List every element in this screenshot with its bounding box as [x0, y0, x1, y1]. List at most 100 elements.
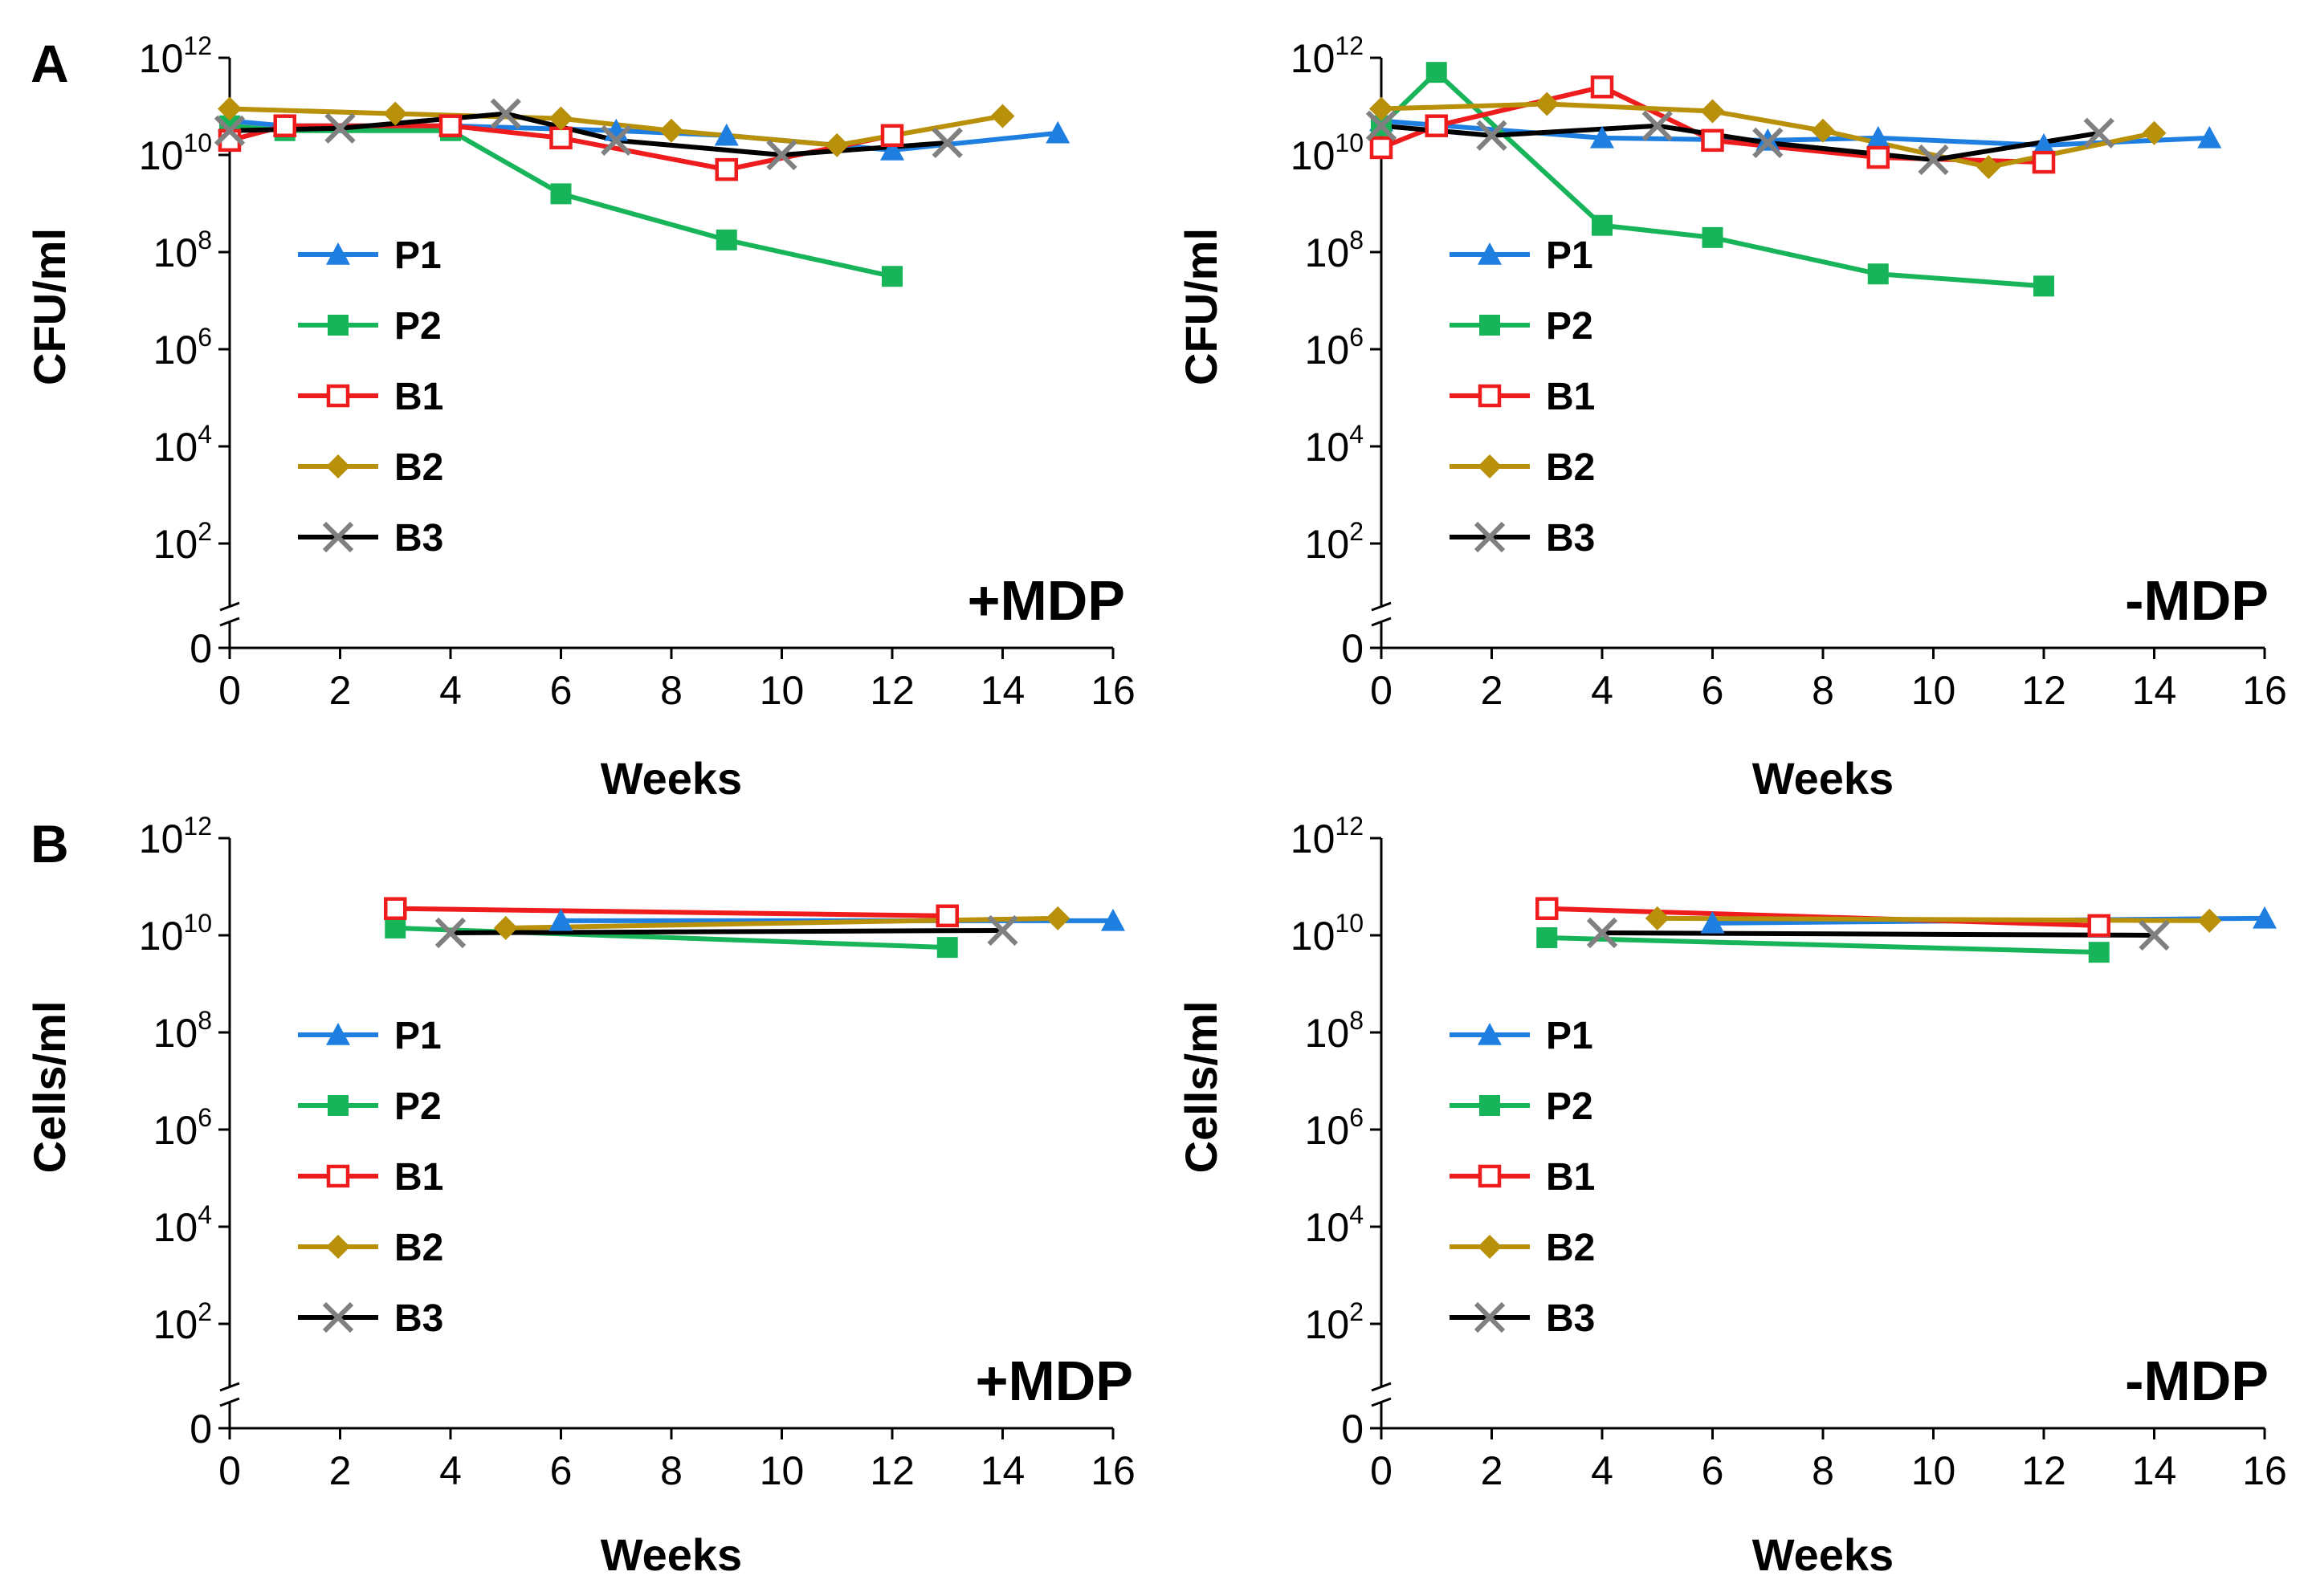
y-tick-label: 106 [1305, 323, 1364, 373]
y-axis-title: CFU/ml [1176, 228, 1226, 385]
condition-label: -MDP [2125, 569, 2269, 632]
y-tick-label: 1012 [1291, 812, 1364, 861]
data-point-p1 [1101, 908, 1125, 931]
legend-marker [326, 1164, 350, 1188]
series-line-b2 [1657, 915, 2210, 923]
legend: P1 P2 B1 B2 B3 [1450, 234, 1595, 560]
data-point-b3 [932, 127, 963, 158]
data-point-b1 [549, 126, 573, 150]
y-tick-label: 108 [1305, 226, 1364, 275]
legend-label: B2 [1546, 1227, 1595, 1269]
x-axis-title: Weeks [601, 753, 742, 804]
data-point-b3 [434, 917, 467, 949]
x-tick-label: 12 [870, 668, 915, 713]
x-tick-label: 4 [1591, 668, 1613, 713]
data-point-b1 [1535, 897, 1559, 920]
data-point-b2 [2142, 120, 2167, 145]
legend-label: B2 [394, 1227, 443, 1269]
legend-label: B1 [1546, 1156, 1595, 1199]
x-axis-title: Weeks [601, 1529, 742, 1580]
legend-item-p2: P2 [298, 1085, 442, 1128]
x-axis-title: Weeks [1752, 1529, 1894, 1580]
y-tick-label: 106 [153, 323, 212, 373]
x-tick-label: 8 [1812, 1448, 1834, 1493]
y-tick-label: 104 [153, 420, 212, 470]
data-point-p1 [1590, 125, 1614, 149]
data-point-p2 [1425, 62, 1447, 83]
data-point-b2 [825, 132, 850, 157]
x-tick-label: 6 [1702, 1448, 1724, 1493]
x-tick-label: 6 [1702, 668, 1724, 713]
x-tick-label: 14 [2132, 1448, 2177, 1493]
legend-marker [1478, 384, 1502, 408]
legend-label: B1 [1546, 376, 1595, 418]
x-tick-label: 6 [550, 668, 573, 713]
legend-label: B3 [394, 1297, 443, 1340]
x-tick-label: 10 [1911, 1448, 1956, 1493]
legend-item-b3: B3 [298, 1297, 443, 1340]
x-tick-label: 2 [329, 668, 352, 713]
series-line-b3 [1601, 930, 2155, 938]
condition-label: +MDP [968, 569, 1125, 632]
y-axis-title: Cells/ml [24, 1001, 75, 1174]
legend-item-b1: B1 [298, 376, 443, 418]
data-point-b1 [936, 904, 959, 928]
data-point-b3 [324, 112, 356, 144]
data-point-p2 [882, 266, 903, 287]
legend-marker [1479, 1095, 1500, 1116]
data-point-b2 [1645, 906, 1670, 930]
data-point-b2 [1811, 118, 1835, 143]
x-tick-label: 14 [2132, 668, 2177, 713]
x-tick-label: 4 [439, 1448, 462, 1493]
data-point-p2 [1702, 226, 1723, 248]
legend-item-b1: B1 [298, 1156, 443, 1199]
data-point-p1 [1866, 125, 1890, 149]
legend-marker [1474, 521, 1506, 553]
legend-item-p2: P2 [1450, 1085, 1593, 1128]
legend-marker [322, 1301, 354, 1333]
data-point-p1 [1046, 120, 1070, 144]
data-point-b2 [990, 104, 1015, 128]
data-point-b1 [1590, 75, 1614, 99]
data-point-b1 [384, 897, 407, 920]
y-tick-label: 102 [153, 517, 212, 567]
x-tick-label: 4 [439, 668, 462, 713]
data-point-b1 [1701, 128, 1724, 153]
x-tick-label: 12 [870, 1448, 915, 1493]
x-tick-label: 0 [218, 1448, 241, 1493]
y-tick-label: 104 [1305, 420, 1364, 470]
y-tick-label: 0 [1341, 626, 1364, 671]
legend-item-b1: B1 [1450, 376, 1595, 418]
legend-label: P2 [394, 1085, 442, 1128]
series-line-p2 [1547, 935, 2099, 955]
legend-marker [328, 315, 349, 336]
x-tick-label: 0 [218, 668, 241, 713]
x-tick-label: 6 [550, 1448, 573, 1493]
legend-label: B3 [1546, 1297, 1595, 1340]
data-point-p2 [550, 183, 572, 205]
chart-panel-b-minus-mdp: Cells/ml Weeks -MDP 01021041061081010101… [1176, 812, 2287, 1580]
x-tick-label: 14 [981, 668, 1026, 713]
data-point-p2 [716, 229, 737, 250]
x-tick-label: 8 [660, 668, 683, 713]
legend-item-p2: P2 [1450, 305, 1593, 348]
legend-marker [326, 1023, 350, 1045]
legend-label: B2 [1546, 446, 1595, 489]
data-point-b3 [1918, 144, 1949, 176]
data-point-p2 [1592, 214, 1613, 236]
chart-panel-a-minus-mdp: CFU/ml Weeks -MDP 0102104106108101010120… [1176, 31, 2287, 804]
y-tick-label: 1010 [139, 909, 212, 959]
legend-marker [326, 242, 350, 265]
legend-marker [1479, 315, 1500, 336]
data-point-p2 [1867, 263, 1889, 285]
data-point-b3 [1641, 110, 1673, 141]
axis-break [219, 601, 240, 627]
data-point-b1 [438, 114, 463, 137]
y-tick-label: 102 [1305, 1297, 1364, 1347]
panel-label: A [31, 34, 69, 93]
data-point-b1 [2087, 914, 2110, 938]
x-tick-label: 2 [329, 1448, 352, 1493]
legend-label: P1 [1546, 234, 1593, 277]
legend-label: P2 [1546, 1085, 1593, 1128]
